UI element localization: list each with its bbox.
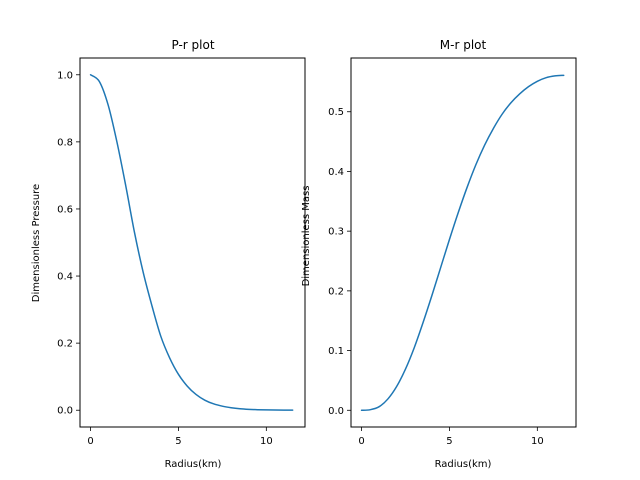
mass-plot-title: M-r plot [440,38,487,52]
mass-y-tick-label: 0.3 [328,227,344,238]
pressure-series-line [89,74,294,411]
mass-x-tick-label: 10 [531,436,544,447]
mass-y-tick-label: 0.1 [328,346,344,357]
mass-y-tick-label: 0.5 [328,107,344,118]
mass-x-tick-label: 0 [358,436,364,447]
mass-y-axis-label: Dimensionless Mass [301,186,312,287]
mass-x-axis-label: Radius(km) [435,459,492,470]
pressure-x-tick-label: 10 [260,436,273,447]
pressure-x-axis-label: Radius(km) [165,459,222,470]
mass-plot-frame [350,57,577,428]
pressure-plot-title: P-r plot [171,38,214,52]
mass-y-tick-label: 0.0 [328,406,344,417]
pressure-y-axis-label: Dimensionless Pressure [31,184,42,302]
mass-y-tick-label: 0.2 [328,286,344,297]
mass-y-tick-label: 0.4 [328,167,344,178]
pressure-y-tick-label: 0.2 [57,339,73,350]
mass-x-tick-label: 5 [446,436,452,447]
pressure-radius-plot: P-r plot 0 5 10 0.0 0.2 0.4 0.6 0.8 1.0 Radius(k… [31,38,306,470]
pressure-y-tick-label: 0.6 [57,204,73,215]
pressure-y-tick-label: 0.4 [57,272,73,283]
pressure-y-tick-label: 1.0 [57,70,73,81]
pressure-x-tick-label: 5 [175,436,181,447]
pressure-x-tick-label: 0 [87,436,93,447]
pressure-y-tick-label: 0.0 [57,406,73,417]
mass-series-line [360,74,565,412]
pressure-plot-frame [79,57,306,428]
mass-radius-plot: M-r plot 0 5 10 0.0 0.1 0.2 0.3 0.4 0.5 Radius(k… [301,38,577,470]
pressure-y-tick-label: 0.8 [57,137,73,148]
